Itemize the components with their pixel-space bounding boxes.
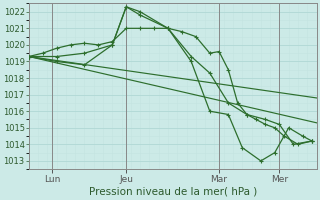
X-axis label: Pression niveau de la mer( hPa ): Pression niveau de la mer( hPa ) <box>89 187 257 197</box>
